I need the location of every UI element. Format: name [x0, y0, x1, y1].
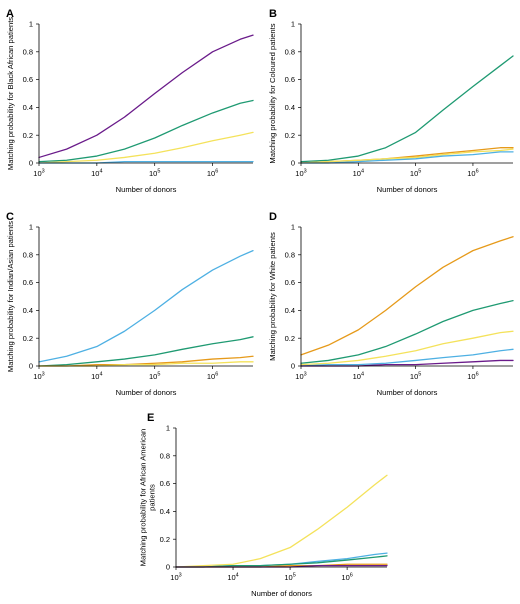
- y-tick-label: 1: [166, 424, 170, 433]
- x-tick-label: 103: [33, 169, 44, 179]
- x-tick-label: 106: [207, 169, 218, 179]
- y-tick-label: 0.8: [23, 47, 33, 56]
- y-axis-label: Matching probability for Indian/Asian pa…: [6, 221, 15, 372]
- y-tick-label: 1: [29, 223, 33, 232]
- y-tick-label: 0.2: [23, 334, 33, 343]
- x-tick-label: 103: [295, 372, 306, 382]
- panel-letter: B: [269, 8, 277, 20]
- y-tick-label: 0.6: [160, 479, 170, 488]
- x-tick-label: 105: [410, 372, 421, 382]
- x-axis-label: Number of donors: [116, 388, 177, 397]
- x-tick-label: 104: [91, 372, 102, 382]
- x-tick-label: 106: [207, 372, 218, 382]
- y-tick-label: 0.4: [285, 103, 295, 112]
- y-tick-label: 0.2: [23, 131, 33, 140]
- series-line-blue: [300, 348, 514, 367]
- x-tick-label: 104: [227, 573, 238, 583]
- x-tick-label: 105: [410, 169, 421, 179]
- chart-panel-e: E 0 0.2 0.4 0.6 0.8 1 103 104 105 106 Number of don…: [139, 412, 388, 598]
- y-tick-label: 0.4: [23, 306, 33, 315]
- x-tick-label: 106: [467, 372, 478, 382]
- x-tick-label: 104: [91, 169, 102, 179]
- axis-lines: [38, 227, 253, 367]
- chart-panel-d: D 0 0.2 0.4 0.6 0.8 1 103 104 105 106 Number of don…: [268, 211, 514, 397]
- x-tick-label: 104: [353, 372, 364, 382]
- series-line-orange: [300, 236, 514, 356]
- chart-panel-b: B 0 0.2 0.4 0.6 0.8 1 103 104 105 106 Number of don…: [268, 8, 514, 194]
- y-tick-label: 0: [291, 362, 295, 371]
- x-tick-label: 104: [353, 169, 364, 179]
- series-line-purple: [38, 34, 254, 159]
- y-tick-label: 0.4: [160, 507, 170, 516]
- y-tick-label: 0.8: [285, 47, 295, 56]
- x-tick-label: 105: [284, 573, 295, 583]
- x-tick-label: 105: [149, 169, 160, 179]
- series-line-green: [38, 99, 254, 163]
- y-tick-label: 0.2: [160, 535, 170, 544]
- panel-letter: E: [147, 412, 154, 424]
- x-axis-label: Number of donors: [251, 589, 312, 598]
- x-tick-label: 105: [149, 372, 160, 382]
- x-tick-label: 106: [467, 169, 478, 179]
- axis-lines: [300, 24, 513, 164]
- y-axis-label: Matching probability for African America…: [139, 429, 157, 567]
- y-tick-label: 0: [29, 362, 33, 371]
- panel-letter: D: [269, 211, 277, 223]
- series-line-yellow: [300, 148, 514, 164]
- y-tick-label: 0.4: [23, 103, 33, 112]
- series-line-green: [38, 336, 254, 367]
- y-tick-label: 0.8: [285, 250, 295, 259]
- x-axis-label: Number of donors: [377, 388, 438, 397]
- y-tick-label: 1: [29, 20, 33, 29]
- y-axis-label: Matching probability for Coloured patien…: [268, 23, 277, 163]
- series-line-blue: [38, 249, 254, 363]
- y-tick-label: 0.4: [285, 306, 295, 315]
- y-tick-label: 0: [166, 563, 170, 572]
- series-line-blue: [300, 151, 514, 164]
- y-tick-label: 0.6: [285, 75, 295, 84]
- series-line-yellow: [38, 131, 254, 164]
- y-tick-label: 0.6: [23, 75, 33, 84]
- y-tick-label: 0.6: [285, 278, 295, 287]
- y-tick-label: 0.8: [23, 250, 33, 259]
- x-tick-label: 106: [341, 573, 352, 583]
- series-line-orange: [300, 147, 514, 164]
- chart-panel-a: A 0 0.2 0.4 0.6 0.8 1 103 104 105 106 Number of don…: [6, 8, 254, 194]
- series-line-yellow: [175, 474, 388, 568]
- y-axis-label: Matching probability for Black African p…: [6, 17, 15, 170]
- x-tick-label: 103: [295, 169, 306, 179]
- x-tick-label: 103: [170, 573, 181, 583]
- x-tick-label: 103: [33, 372, 44, 382]
- series-line-green: [300, 55, 514, 163]
- y-tick-label: 1: [291, 20, 295, 29]
- y-tick-label: 1: [291, 223, 295, 232]
- panel-letter: A: [6, 8, 14, 20]
- chart-panel-c: C 0 0.2 0.4 0.6 0.8 1 103 104 105 106 Number of don…: [6, 211, 254, 397]
- y-tick-label: 0: [291, 159, 295, 168]
- y-tick-label: 0.2: [285, 334, 295, 343]
- y-tick-label: 0: [29, 159, 33, 168]
- y-tick-label: 0.8: [160, 451, 170, 460]
- x-axis-label: Number of donors: [377, 185, 438, 194]
- y-tick-label: 0.6: [23, 278, 33, 287]
- panel-letter: C: [6, 211, 14, 223]
- y-axis-label: Matching probability for White patients: [268, 232, 277, 361]
- axis-lines: [175, 428, 387, 568]
- series-line-yellow: [300, 330, 514, 366]
- x-axis-label: Number of donors: [116, 185, 177, 194]
- axis-lines: [38, 24, 253, 164]
- y-tick-label: 0.2: [285, 131, 295, 140]
- series-line-green: [300, 300, 514, 364]
